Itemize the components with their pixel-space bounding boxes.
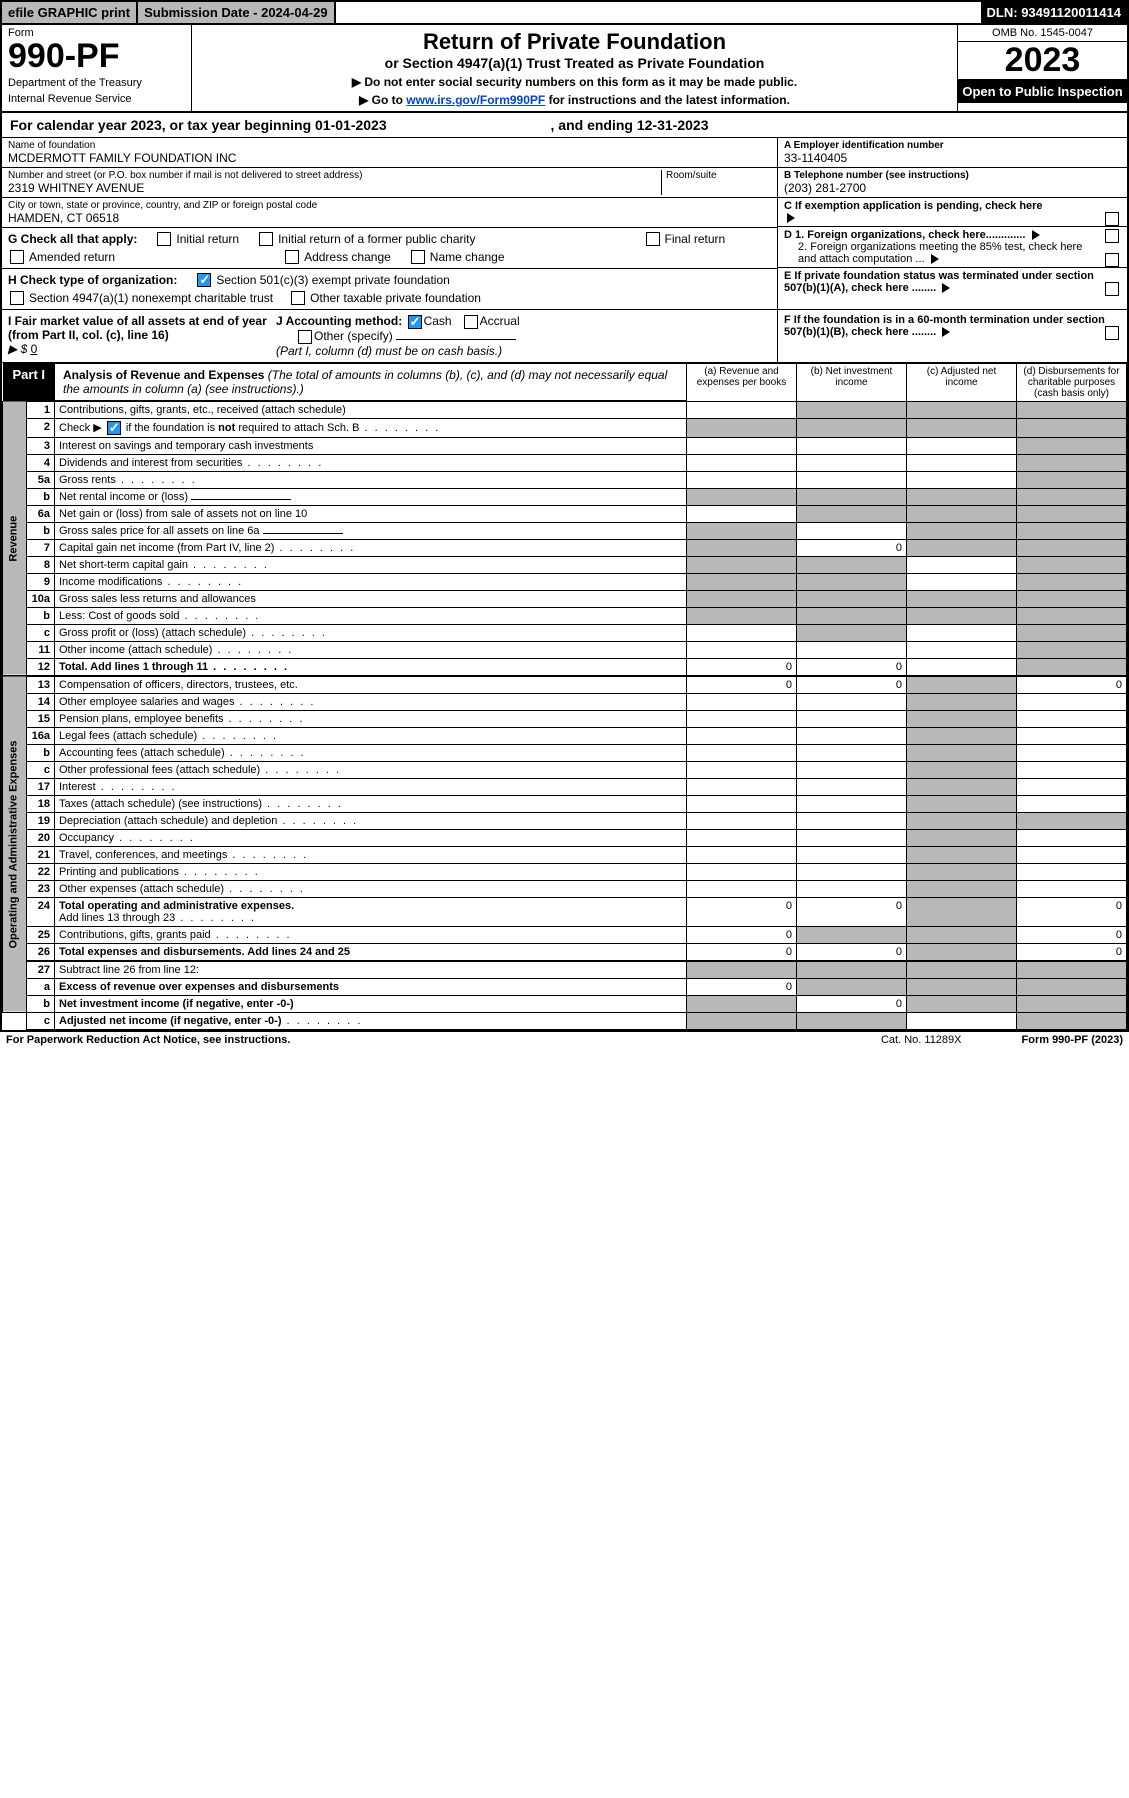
checkbox-final-return[interactable] xyxy=(646,232,660,246)
phone-cell: B Telephone number (see instructions) (2… xyxy=(778,168,1127,198)
dept: Department of the Treasury xyxy=(8,77,185,89)
checkbox-accrual[interactable] xyxy=(464,315,478,329)
section-g: G Check all that apply: Initial return I… xyxy=(2,228,777,269)
submission-date: Submission Date - 2024-04-29 xyxy=(138,2,336,23)
section-i-label: I Fair market value of all assets at end… xyxy=(8,314,267,342)
street-address: 2319 WHITNEY AVENUE xyxy=(8,181,661,195)
ein-cell: A Employer identification number 33-1140… xyxy=(778,138,1127,168)
checkbox-initial-return[interactable] xyxy=(157,232,171,246)
arrow-icon xyxy=(1032,230,1040,240)
checkbox-other-method[interactable] xyxy=(298,330,312,344)
city-state-zip: HAMDEN, CT 06518 xyxy=(8,211,771,225)
top-bar: efile GRAPHIC print Submission Date - 20… xyxy=(2,2,1127,25)
instruction-2: ▶ Go to www.irs.gov/Form990PF for instru… xyxy=(200,93,949,107)
calendar-year-row: For calendar year 2023, or tax year begi… xyxy=(2,113,1127,138)
arrow-icon xyxy=(931,254,939,264)
pra-notice: For Paperwork Reduction Act Notice, see … xyxy=(6,1034,290,1046)
catalog-number: Cat. No. 11289X xyxy=(881,1034,962,1046)
dln: DLN: 93491120011414 xyxy=(981,2,1127,23)
omb-number: OMB No. 1545-0047 xyxy=(958,25,1127,42)
form-id-block: Form 990-PF Department of the Treasury I… xyxy=(2,25,192,111)
expenses-side-label: Operating and Administrative Expenses xyxy=(3,676,27,1013)
ein: 33-1140405 xyxy=(784,151,1121,165)
open-to-public: Open to Public Inspection xyxy=(958,80,1127,103)
val-7b: 0 xyxy=(797,539,907,556)
foundation-name-cell: Name of foundation MCDERMOTT FAMILY FOUN… xyxy=(2,138,777,168)
checkbox-d1[interactable] xyxy=(1105,229,1119,243)
checkbox-cash[interactable] xyxy=(408,315,422,329)
col-a-header: (a) Revenue and expenses per books xyxy=(687,363,797,401)
checkbox-c[interactable] xyxy=(1105,212,1119,226)
revenue-side-label: Revenue xyxy=(3,401,27,676)
form-number: 990-PF xyxy=(8,39,185,73)
address-cell: Number and street (or P.O. box number if… xyxy=(2,168,777,198)
form-subtitle: or Section 4947(a)(1) Trust Treated as P… xyxy=(200,55,949,71)
part1-tag: Part I xyxy=(3,363,56,400)
footer: For Paperwork Reduction Act Notice, see … xyxy=(0,1032,1129,1048)
city-cell: City or town, state or province, country… xyxy=(2,198,777,228)
instruction-1: ▶ Do not enter social security numbers o… xyxy=(200,75,949,89)
phone: (203) 281-2700 xyxy=(784,181,1121,195)
arrow-icon xyxy=(787,213,795,223)
tax-year: 2023 xyxy=(958,42,1127,80)
form-footer: Form 990-PF (2023) xyxy=(1022,1034,1124,1046)
room-label: Room/suite xyxy=(666,170,771,181)
efile-label[interactable]: efile GRAPHIC print xyxy=(2,2,138,23)
checkbox-other-taxable[interactable] xyxy=(291,291,305,305)
arrow-icon xyxy=(942,327,950,337)
e-terminated-cell: E If private foundation status was termi… xyxy=(778,268,1127,296)
checkbox-initial-former[interactable] xyxy=(259,232,273,246)
checkbox-amended-return[interactable] xyxy=(10,250,24,264)
d-foreign-cell: D 1. Foreign organizations, check here..… xyxy=(778,227,1127,268)
col-c-header: (c) Adjusted net income xyxy=(907,363,1017,401)
checkbox-address-change[interactable] xyxy=(285,250,299,264)
cash-basis-note: (Part I, column (d) must be on cash basi… xyxy=(276,344,502,358)
arrow-icon xyxy=(942,283,950,293)
val-12a: 0 xyxy=(687,658,797,676)
section-j-label: J Accounting method: xyxy=(276,314,402,328)
title-block: Return of Private Foundation or Section … xyxy=(192,25,957,111)
checkbox-4947a1[interactable] xyxy=(10,291,24,305)
part1-table: Part I Analysis of Revenue and Expenses … xyxy=(2,363,1127,1030)
section-h: H Check type of organization: Section 50… xyxy=(2,269,777,309)
year-block: OMB No. 1545-0047 2023 Open to Public In… xyxy=(957,25,1127,111)
irs: Internal Revenue Service xyxy=(8,93,185,105)
c-exemption-cell: C If exemption application is pending, c… xyxy=(778,198,1127,227)
checkbox-d2[interactable] xyxy=(1105,253,1119,267)
f-termination-cell: F If the foundation is in a 60-month ter… xyxy=(777,310,1127,362)
col-b-header: (b) Net investment income xyxy=(797,363,907,401)
fmv-value: 0 xyxy=(31,342,111,356)
checkbox-name-change[interactable] xyxy=(411,250,425,264)
checkbox-501c3[interactable] xyxy=(197,273,211,287)
val-12b: 0 xyxy=(797,658,907,676)
foundation-name: MCDERMOTT FAMILY FOUNDATION INC xyxy=(8,151,771,165)
form-title: Return of Private Foundation xyxy=(200,29,949,55)
checkbox-f[interactable] xyxy=(1105,326,1119,340)
col-d-header: (d) Disbursements for charitable purpose… xyxy=(1017,363,1127,401)
instructions-link[interactable]: www.irs.gov/Form990PF xyxy=(406,93,545,107)
checkbox-e[interactable] xyxy=(1105,282,1119,296)
checkbox-sch-b[interactable] xyxy=(107,421,121,435)
